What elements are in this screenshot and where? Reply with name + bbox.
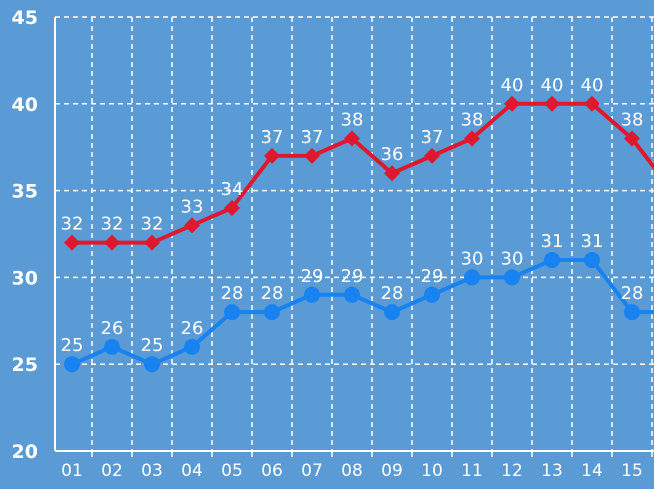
series-1-point <box>384 165 400 182</box>
series-1-data-label: 40 <box>501 75 524 96</box>
series-1-data-label: 38 <box>341 110 364 131</box>
x-tick-label: 05 <box>221 461 243 481</box>
series-1-data-label: 37 <box>261 127 284 148</box>
x-tick-label: 08 <box>341 461 363 481</box>
series-2-point <box>184 338 200 355</box>
series-2-data-label: 29 <box>421 266 444 287</box>
series-1-point <box>224 199 240 216</box>
y-tick-label: 25 <box>12 354 38 376</box>
series-2-data-label: 31 <box>581 231 604 252</box>
series-1-data-label: 32 <box>141 214 164 235</box>
y-tick-label: 30 <box>12 267 38 289</box>
x-tick-label: 10 <box>421 461 443 481</box>
series-2-point <box>424 286 440 303</box>
series-2-point <box>64 356 80 373</box>
series-1-point <box>344 130 360 147</box>
series-line-1 <box>72 101 654 245</box>
grid <box>55 16 654 451</box>
x-tick-label: 02 <box>101 461 123 481</box>
x-tick-label: 12 <box>501 461 523 481</box>
series-1-data-label: 38 <box>621 110 644 131</box>
series-1-point <box>264 147 280 164</box>
series-2-data-label: 28 <box>621 283 644 304</box>
series-2-point <box>624 304 640 321</box>
series-2-point <box>344 286 360 303</box>
y-tick-label: 45 <box>12 7 38 29</box>
series-2-data-label: 30 <box>461 248 484 269</box>
series-1-data-label: 34 <box>221 179 244 200</box>
series-1-point <box>504 95 520 112</box>
series-1-data-label: 37 <box>421 127 444 148</box>
series-1-data-label: 32 <box>101 214 124 235</box>
series-2-data-label: 25 <box>61 335 84 356</box>
series-2-point <box>264 304 280 321</box>
series-2-data-label: 31 <box>541 231 564 252</box>
series-2-data-label: 25 <box>141 335 164 356</box>
series-1-data-label: 38 <box>461 110 484 131</box>
x-tick-label: 13 <box>541 461 563 481</box>
data-labels: 3232323334373738363738404040383525262526… <box>61 75 644 356</box>
series-2-data-label: 26 <box>101 318 124 339</box>
x-tick-label: 03 <box>141 461 163 481</box>
series-2-data-label: 26 <box>181 318 204 339</box>
series-2-data-label: 28 <box>261 283 284 304</box>
x-tick-label: 15 <box>621 461 643 481</box>
series-1-data-label: 36 <box>381 144 404 165</box>
series-1-data-label: 40 <box>581 75 604 96</box>
x-tick-label: 04 <box>181 461 203 481</box>
series-2-data-label: 29 <box>341 266 364 287</box>
series-1-point <box>104 234 120 251</box>
series-1-point <box>424 147 440 164</box>
series-2-point <box>224 304 240 321</box>
x-tick-label: 11 <box>461 461 483 481</box>
series-1-point <box>144 234 160 251</box>
series <box>64 95 654 373</box>
y-tick-label: 40 <box>12 94 38 116</box>
x-tick-label: 14 <box>581 461 603 481</box>
series-1-point <box>624 130 640 147</box>
series-1-point <box>304 147 320 164</box>
series-2-point <box>464 269 480 286</box>
series-1-point <box>184 217 200 234</box>
series-1-data-label: 37 <box>301 127 324 148</box>
series-2-point <box>544 252 560 269</box>
x-tick-label: 01 <box>61 461 83 481</box>
y-tick-label: 35 <box>12 181 38 203</box>
series-2-data-label: 28 <box>221 283 244 304</box>
series-2-point <box>144 356 160 373</box>
series-2-point <box>304 286 320 303</box>
series-line-2 <box>71 258 654 367</box>
series-1-point <box>584 95 600 112</box>
series-1-point <box>64 234 80 251</box>
series-2-point <box>384 304 400 321</box>
x-tick-label: 09 <box>381 461 403 481</box>
series-1-data-label: 32 <box>61 214 84 235</box>
series-2-data-label: 28 <box>381 283 404 304</box>
series-1-point <box>464 130 480 147</box>
series-2-data-label: 30 <box>501 248 524 269</box>
series-2-point <box>504 269 520 286</box>
axes: 20 25 30 35 40 45 01 02 03 04 05 06 07 08 09 10 11 12 13 14… <box>12 7 654 481</box>
series-1-data-label: 40 <box>541 75 564 96</box>
series-1-data-label: 33 <box>181 196 204 217</box>
x-tick-label: 06 <box>261 461 283 481</box>
y-tick-label: 20 <box>12 441 38 463</box>
series-2-point <box>104 338 120 355</box>
series-1-point <box>544 95 560 112</box>
x-tick-label: 07 <box>301 461 323 481</box>
series-2-point <box>584 252 600 269</box>
series-2-data-label: 29 <box>301 266 324 287</box>
